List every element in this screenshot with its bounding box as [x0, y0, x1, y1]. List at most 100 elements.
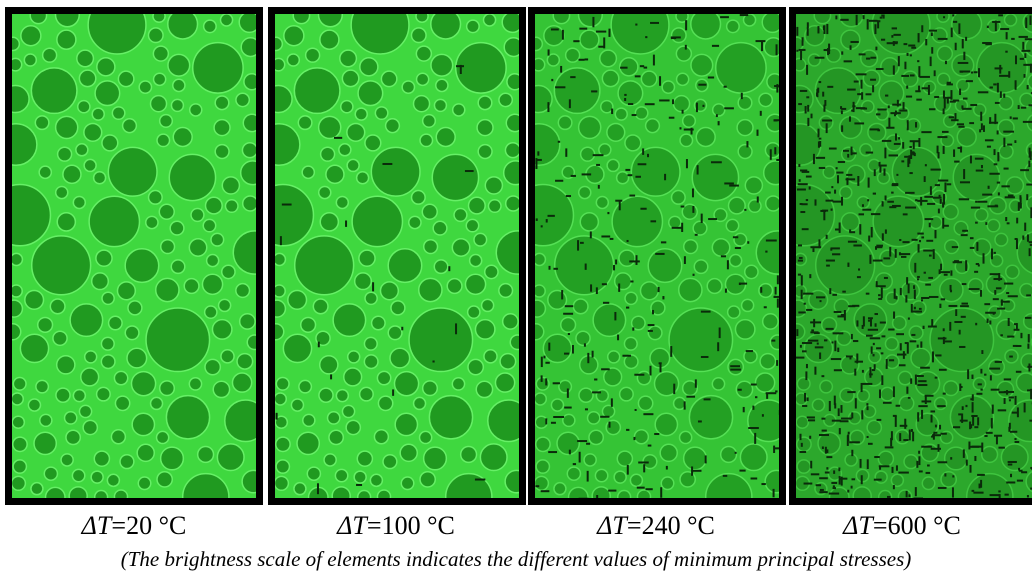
crack [596, 287, 598, 294]
crack [970, 104, 977, 106]
aggregate [797, 460, 810, 473]
aggregate [999, 96, 1013, 110]
aggregate [386, 119, 400, 133]
aggregate [480, 444, 507, 471]
crack [998, 14, 1003, 16]
aggregate [402, 81, 414, 93]
crack [909, 430, 911, 441]
crack [931, 47, 933, 54]
aggregate [34, 432, 56, 454]
crack [615, 259, 617, 264]
crack [963, 169, 965, 179]
crack [681, 223, 683, 232]
crack [908, 494, 910, 497]
crack [887, 201, 894, 203]
crack [918, 405, 927, 407]
crack [996, 287, 1002, 289]
crack [975, 201, 977, 203]
aggregate [205, 359, 220, 374]
aggregate [604, 368, 622, 386]
aggregate [840, 3, 864, 27]
aggregate [294, 483, 306, 495]
crack [615, 200, 622, 202]
crack [953, 21, 957, 23]
crack [994, 435, 1002, 437]
crack [1029, 241, 1032, 243]
crack [927, 464, 930, 466]
crack [798, 260, 803, 262]
aggregate [634, 430, 648, 444]
crack [650, 22, 659, 24]
aggregate [879, 81, 904, 106]
crack [825, 192, 831, 194]
aggregate [419, 278, 442, 301]
crack [959, 346, 965, 348]
aggregate [161, 240, 175, 254]
crack [984, 435, 987, 437]
aggregate [101, 337, 114, 350]
crack [905, 295, 907, 302]
crack [898, 56, 900, 66]
aggregate [92, 108, 104, 120]
crack [908, 284, 910, 294]
panel [0, 0, 276, 520]
crack [635, 75, 641, 77]
crack [924, 272, 926, 274]
aggregate [1005, 14, 1017, 26]
crack [985, 312, 996, 314]
aggregate [236, 284, 250, 298]
aggregate [83, 420, 97, 434]
crack [972, 402, 974, 412]
crack [730, 369, 741, 371]
crack [917, 200, 927, 202]
crack [802, 171, 810, 173]
crack [579, 59, 585, 61]
aggregate [721, 447, 737, 463]
crack [990, 87, 993, 89]
crack [954, 113, 956, 120]
aggregate [157, 134, 169, 146]
crack [1008, 318, 1010, 326]
aggregate [679, 278, 702, 301]
crack [628, 103, 633, 105]
crack [901, 160, 904, 162]
crack [920, 367, 930, 369]
crack [908, 397, 911, 399]
crack [798, 244, 802, 246]
aggregate [342, 405, 354, 417]
crack [566, 195, 571, 197]
aggregate [986, 274, 1006, 294]
aggregate [737, 120, 753, 136]
crack [1017, 480, 1023, 482]
crack [740, 14, 748, 16]
crack [654, 433, 659, 435]
aggregate [333, 304, 366, 337]
crack [943, 146, 945, 154]
crack [853, 340, 858, 342]
crack [907, 343, 909, 354]
crack [582, 173, 592, 175]
aggregate [417, 73, 429, 85]
crack [903, 439, 908, 441]
crack [915, 122, 917, 127]
crack [1015, 55, 1017, 64]
crack [603, 37, 605, 48]
aggregate [173, 128, 192, 147]
crack [820, 489, 824, 491]
aggregate [902, 71, 917, 86]
aggregate [558, 116, 572, 130]
crack [1009, 423, 1011, 430]
crack [917, 278, 919, 280]
aggregate [340, 50, 357, 67]
crack [719, 328, 721, 339]
crack [807, 416, 815, 418]
crack [733, 236, 738, 238]
crack [735, 452, 737, 454]
crack [761, 483, 765, 485]
aggregate [416, 46, 431, 61]
aggregate [495, 373, 514, 392]
crack [720, 16, 729, 18]
crack [997, 152, 999, 161]
aggregate [321, 147, 335, 161]
crack [807, 27, 809, 35]
